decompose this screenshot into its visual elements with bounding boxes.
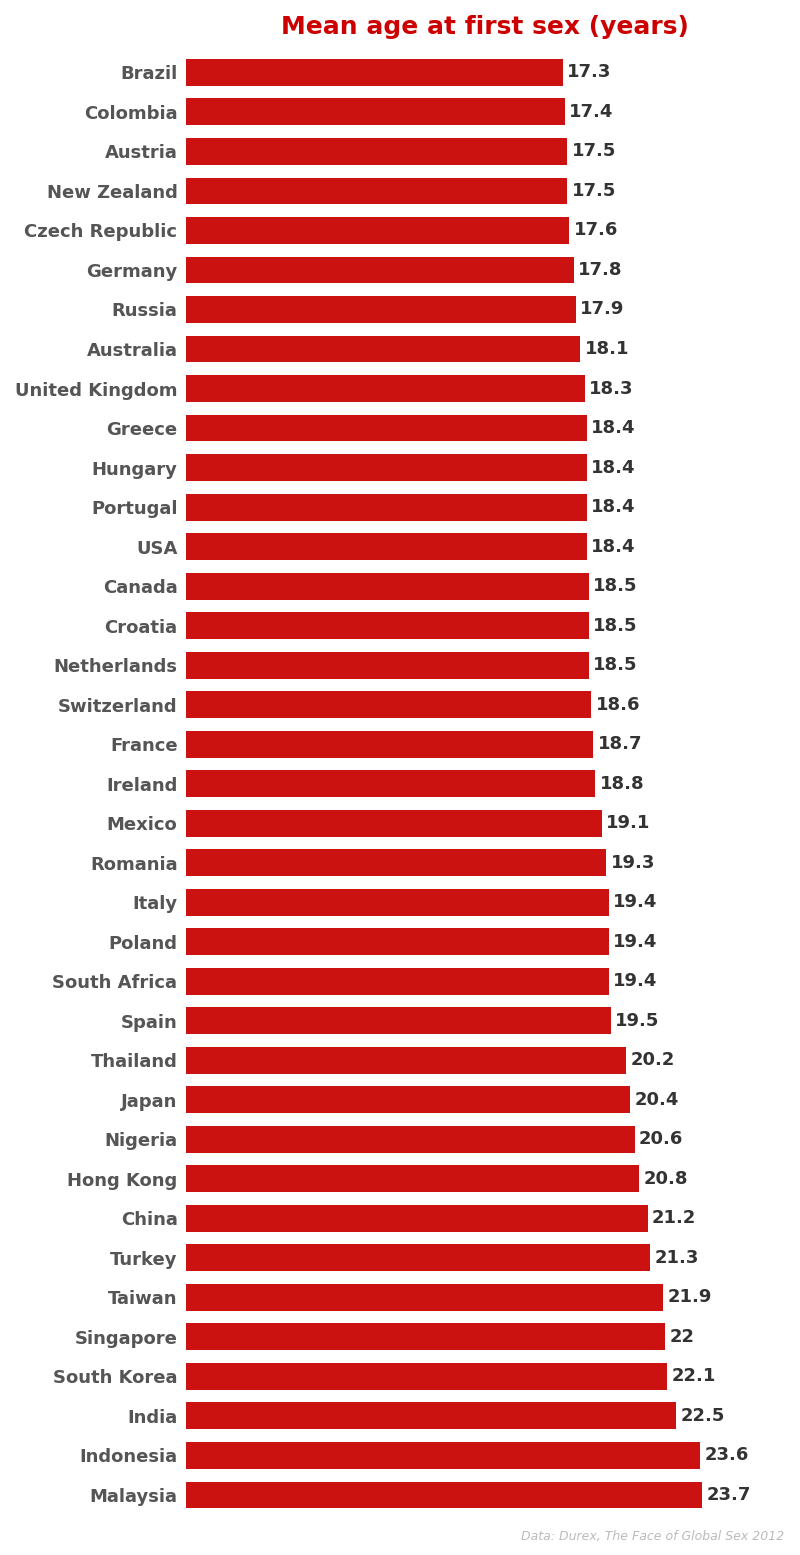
Bar — [186, 533, 586, 560]
Bar — [186, 257, 574, 283]
Text: 19.4: 19.4 — [613, 972, 658, 991]
Text: 18.1: 18.1 — [585, 341, 629, 358]
Bar — [186, 1244, 650, 1272]
Bar — [186, 1047, 626, 1073]
Text: 18.7: 18.7 — [598, 736, 642, 753]
Text: 23.7: 23.7 — [706, 1487, 751, 1504]
Bar — [186, 1284, 663, 1311]
Text: 18.4: 18.4 — [591, 459, 635, 476]
Bar — [186, 1323, 665, 1350]
Text: 17.9: 17.9 — [580, 300, 625, 319]
Text: 21.9: 21.9 — [667, 1289, 712, 1306]
Bar — [186, 336, 580, 362]
Bar — [186, 1441, 700, 1469]
Text: 19.4: 19.4 — [613, 893, 658, 911]
Bar — [186, 1364, 667, 1390]
Bar — [186, 375, 585, 401]
Title: Mean age at first sex (years): Mean age at first sex (years) — [282, 16, 690, 39]
Bar — [186, 138, 567, 165]
Text: 18.5: 18.5 — [594, 656, 638, 675]
Bar — [186, 1008, 610, 1034]
Bar — [186, 98, 565, 126]
Bar — [186, 652, 589, 678]
Bar — [186, 493, 586, 521]
Text: 18.3: 18.3 — [589, 379, 634, 398]
Text: 21.2: 21.2 — [652, 1210, 697, 1227]
Bar — [186, 731, 594, 757]
Text: 22.5: 22.5 — [681, 1407, 725, 1424]
Bar — [186, 218, 570, 244]
Bar — [186, 177, 567, 204]
Bar — [186, 295, 576, 323]
Bar — [186, 1165, 639, 1193]
Bar — [186, 810, 602, 837]
Bar — [186, 454, 586, 480]
Text: 22.1: 22.1 — [672, 1367, 716, 1386]
Text: 18.5: 18.5 — [594, 577, 638, 596]
Bar — [186, 692, 591, 718]
Text: 20.8: 20.8 — [643, 1169, 688, 1188]
Text: 17.4: 17.4 — [570, 103, 614, 121]
Bar — [186, 928, 609, 955]
Bar — [186, 1205, 648, 1232]
Bar — [186, 613, 589, 639]
Text: 21.3: 21.3 — [654, 1249, 698, 1267]
Bar — [186, 849, 606, 875]
Bar — [186, 59, 562, 86]
Text: 20.2: 20.2 — [630, 1051, 674, 1070]
Text: 18.5: 18.5 — [594, 617, 638, 634]
Text: 19.4: 19.4 — [613, 933, 658, 950]
Text: 18.8: 18.8 — [600, 774, 645, 793]
Text: 19.1: 19.1 — [606, 815, 650, 832]
Text: 17.3: 17.3 — [567, 64, 611, 81]
Text: 17.5: 17.5 — [571, 182, 616, 201]
Text: 17.5: 17.5 — [571, 143, 616, 160]
Text: 22: 22 — [670, 1328, 694, 1347]
Text: 18.4: 18.4 — [591, 498, 635, 516]
Text: 20.6: 20.6 — [639, 1130, 683, 1148]
Text: 18.6: 18.6 — [595, 695, 640, 714]
Bar — [186, 1087, 630, 1113]
Text: 19.3: 19.3 — [610, 854, 655, 872]
Text: Data: Durex, The Face of Global Sex 2012: Data: Durex, The Face of Global Sex 2012 — [521, 1530, 784, 1543]
Text: 23.6: 23.6 — [704, 1446, 749, 1465]
Bar — [186, 770, 595, 798]
Bar — [186, 967, 609, 995]
Text: 18.4: 18.4 — [591, 418, 635, 437]
Text: 19.5: 19.5 — [615, 1012, 659, 1029]
Bar — [186, 1126, 634, 1152]
Text: 17.6: 17.6 — [574, 221, 618, 239]
Text: 17.8: 17.8 — [578, 261, 622, 278]
Text: 18.4: 18.4 — [591, 538, 635, 555]
Bar — [186, 415, 586, 442]
Text: 20.4: 20.4 — [634, 1090, 679, 1109]
Bar — [186, 1403, 676, 1429]
Bar — [186, 1482, 702, 1508]
Bar — [186, 889, 609, 916]
Bar — [186, 572, 589, 600]
